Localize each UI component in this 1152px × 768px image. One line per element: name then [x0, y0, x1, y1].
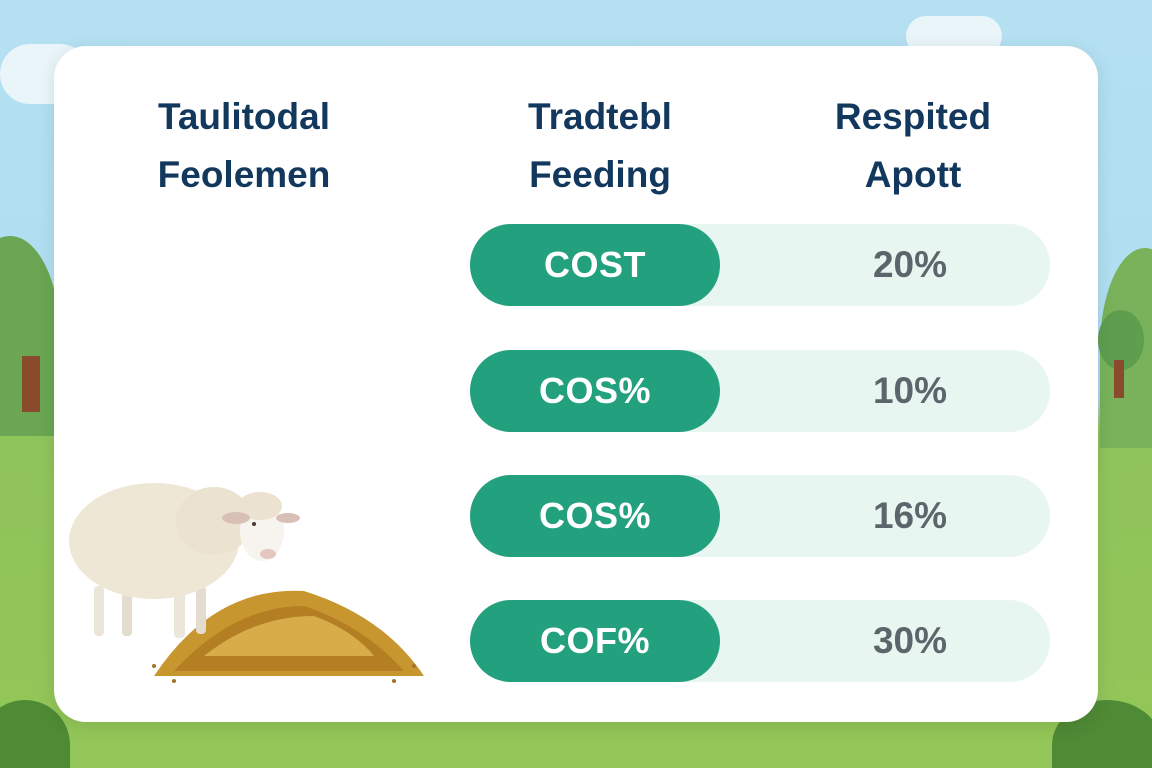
feed-pile-icon — [152, 590, 424, 683]
column-header-2-line-1: Tradtebl — [528, 96, 672, 137]
sheep-icon — [69, 483, 300, 638]
metric-value: 30% — [872, 620, 948, 661]
column-header-2-line-2: Feeding — [529, 154, 671, 195]
metric-value: 16% — [872, 495, 948, 536]
column-header-3: Respited Apott — [806, 88, 1020, 204]
column-header-1-line-2: Feolemen — [157, 154, 331, 195]
column-header-1-line-1: Taulitodal — [158, 96, 330, 137]
tree-trunk — [1114, 360, 1124, 398]
column-header-3-line-1: Respited — [834, 96, 992, 137]
column-header-3-line-2: Apott — [864, 154, 962, 195]
metric-value: 10% — [872, 370, 948, 411]
comparison-card: Taulitodal Feolemen Tradtebl Feeding Res… — [54, 46, 1098, 722]
bush — [0, 700, 70, 768]
metric-label-pill: COS% — [470, 350, 720, 432]
metric-row: COS% 10% — [470, 350, 1050, 432]
column-header-1: Taulitodal Feolemen — [128, 88, 360, 204]
metric-row: COF% 30% — [470, 600, 1050, 682]
metric-row: COS% 16% — [470, 475, 1050, 557]
metric-value: 20% — [872, 244, 948, 285]
tree-trunk — [22, 356, 40, 412]
column-header-2: Tradtebl Feeding — [480, 88, 720, 204]
sheep-feed-illustration — [69, 483, 424, 683]
metric-label-pill: COS% — [470, 475, 720, 557]
metric-label-pill: COF% — [470, 600, 720, 682]
metric-label-pill: COST — [470, 224, 720, 306]
metric-row: COST 20% — [470, 224, 1050, 306]
